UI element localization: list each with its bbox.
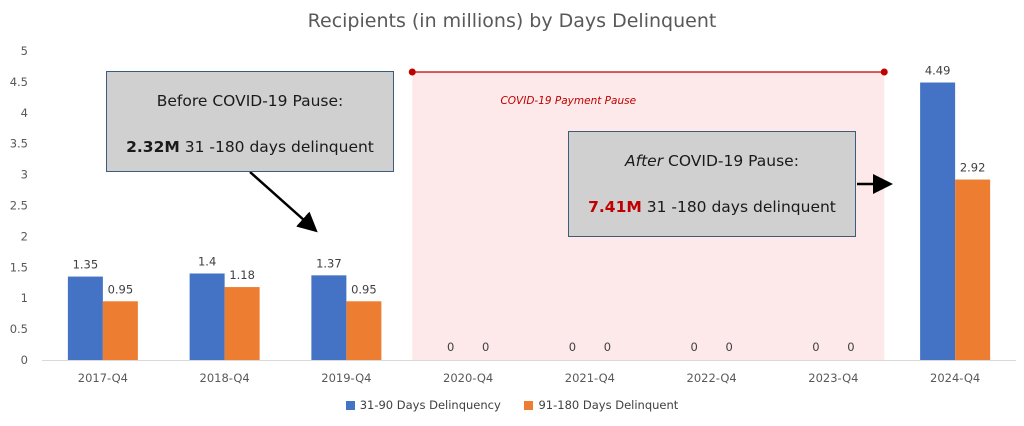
data-label: 0 (690, 340, 697, 354)
before-callout: Before COVID-19 Pause: 2.32M 31 -180 day… (106, 71, 394, 172)
arrow-layer (249, 171, 893, 233)
y-tick-label: 0 (21, 353, 28, 367)
x-tick-label: 2018-Q4 (200, 371, 250, 385)
after-text: 31 -180 days delinquent (641, 198, 836, 216)
y-tick-label: 5 (21, 44, 28, 58)
before-callout-detail: 2.32M 31 -180 days delinquent (107, 138, 393, 156)
chart-title: Recipients (in millions) by Days Delinqu… (307, 10, 717, 32)
axis-layer: 0 0.5 1 1.5 2 2.5 3 3.5 4 4.5 5 2017-Q4 2018-Q4 2019-… (10, 44, 1016, 385)
data-label: 1.4 (198, 254, 216, 268)
legend-swatch-series-1 (345, 400, 355, 410)
y-tick-label: 4 (21, 106, 28, 120)
y-tick-label: 3 (21, 168, 28, 182)
bar (346, 301, 382, 360)
before-arrow (249, 171, 318, 233)
data-label: 0 (725, 340, 732, 354)
y-tick-label: 1.5 (10, 260, 28, 274)
y-tick-label: 2 (21, 229, 28, 243)
x-tick-label: 2019-Q4 (321, 371, 371, 385)
bar (920, 82, 956, 360)
data-label: 1.37 (316, 256, 342, 270)
data-label: 4.49 (925, 64, 951, 78)
x-tick-label: 2024-Q4 (930, 371, 980, 385)
data-label: 0 (447, 340, 454, 354)
data-label: 0 (812, 340, 819, 354)
before-callout-title: Before COVID-19 Pause: (156, 92, 344, 110)
data-label: 1.35 (73, 258, 99, 272)
y-tick-label: 2.5 (10, 199, 28, 213)
bar (955, 179, 991, 360)
legend: 31-90 Days Delinquency 91-180 Days Delin… (0, 398, 1024, 413)
y-tick-label: 3.5 (10, 137, 28, 151)
data-label: 0 (604, 340, 611, 354)
legend-label-series-2: 91-180 Days Delinquent (538, 398, 679, 412)
y-tick-label: 0.5 (10, 322, 28, 336)
bar (224, 287, 260, 360)
after-italic: After (625, 152, 664, 170)
data-label: 0 (847, 340, 854, 354)
pause-line-end-dot (880, 68, 888, 76)
pause-line-start-dot (408, 68, 416, 76)
legend-item-series-2: 91-180 Days Delinquent (524, 398, 678, 412)
x-tick-label: 2022-Q4 (687, 371, 737, 385)
data-label: 0.95 (351, 282, 377, 296)
after-callout: After COVID-19 Pause: 7.41M 31 -180 days… (568, 131, 856, 237)
after-callout-title: After COVID-19 Pause: (569, 152, 855, 170)
y-tick-label: 1 (21, 291, 28, 305)
bar (311, 275, 347, 360)
bar (189, 273, 225, 360)
bar (102, 301, 138, 360)
before-value: 2.32M (126, 138, 180, 156)
legend-label-series-1: 31-90 Days Delinquency (359, 398, 501, 412)
legend-swatch-series-2 (524, 400, 534, 410)
bar (67, 276, 103, 360)
after-value: 7.41M (588, 198, 642, 216)
data-label: 1.18 (229, 268, 255, 282)
bars-layer: 1.35 0.95 1.4 1.18 1.37 0.95 0 0 0 0 0 0 0 0 4.49 2.92 (67, 64, 991, 360)
after-callout-detail: 7.41M 31 -180 days delinquent (569, 198, 855, 216)
before-text: 31 -180 days delinquent (179, 138, 374, 156)
data-label: 0 (482, 340, 489, 354)
data-label: 0 (569, 340, 576, 354)
x-tick-label: 2017-Q4 (78, 371, 128, 385)
after-title-rest: COVID-19 Pause: (663, 152, 799, 170)
x-tick-label: 2023-Q4 (808, 371, 858, 385)
y-tick-label: 4.5 (10, 75, 28, 89)
x-tick-label: 2021-Q4 (565, 371, 615, 385)
pause-label: COVID-19 Payment Pause (500, 95, 636, 107)
x-tick-label: 2020-Q4 (443, 371, 493, 385)
legend-item-series-1: 31-90 Days Delinquency (345, 398, 501, 412)
data-label: 0.95 (108, 282, 134, 296)
data-label: 2.92 (960, 161, 986, 175)
